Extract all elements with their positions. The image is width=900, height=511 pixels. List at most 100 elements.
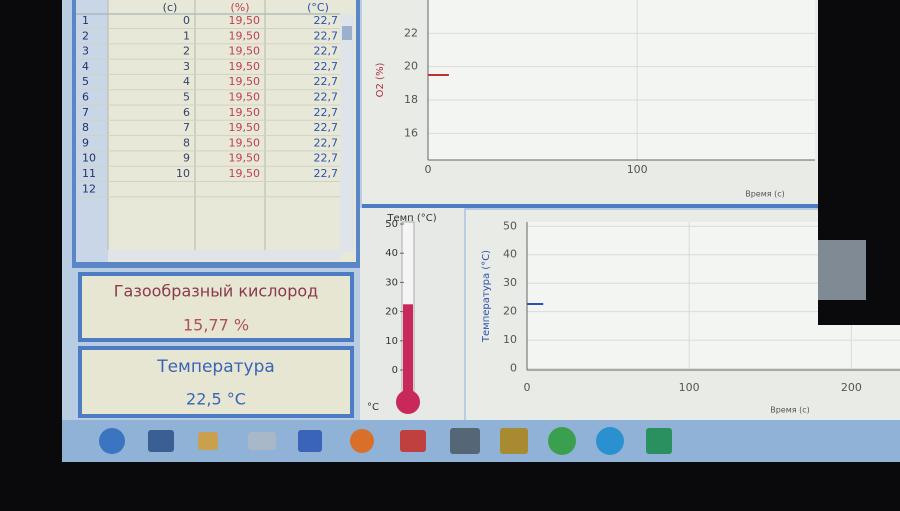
row-number: 4: [82, 60, 89, 73]
cell: 19,50: [229, 29, 261, 42]
row-number: 11: [82, 167, 96, 180]
row-number: 7: [82, 106, 89, 119]
y-tick-label: 50: [503, 219, 517, 232]
cell: 22,7: [314, 45, 339, 58]
row-number: 1: [82, 14, 89, 27]
x-tick-label: 0: [524, 381, 531, 394]
thermometer-tick-label: 40: [385, 248, 398, 259]
cell: 19,50: [229, 45, 261, 58]
temperature-title: Температура: [156, 357, 275, 377]
taskbar-icon[interactable]: [548, 427, 576, 455]
oxygen-panel: [82, 276, 350, 338]
cell: 19,50: [229, 91, 261, 104]
temperature-panel: [82, 350, 350, 414]
taskbar-icon[interactable]: [350, 429, 374, 453]
y-tick-label: 40: [503, 248, 517, 261]
y-tick-label: 18: [404, 93, 418, 106]
row-number: 12: [82, 182, 96, 195]
thermometer-tick-label: 20: [385, 307, 398, 318]
y-tick-label: 16: [404, 126, 418, 139]
cell: 10: [176, 167, 190, 180]
row-number: 9: [82, 136, 89, 149]
cell: 5: [183, 91, 190, 104]
cell: 8: [183, 136, 190, 149]
cell: 22,7: [314, 106, 339, 119]
temperature-value: 22,5 °C: [186, 390, 246, 409]
y-axis-label: Температура (°C): [481, 250, 492, 343]
cell: 19,50: [229, 60, 261, 73]
cell: 19,50: [229, 136, 261, 149]
x-axis-label: Время (с): [770, 406, 810, 415]
row-number: 2: [82, 29, 89, 42]
cell: 9: [183, 152, 190, 165]
cell: 22,7: [314, 152, 339, 165]
column-header: (%): [230, 1, 249, 14]
y-tick-label: 10: [503, 333, 517, 346]
x-tick-label: 100: [679, 381, 700, 394]
taskbar-icon[interactable]: [148, 430, 174, 452]
chart-1-border: [362, 204, 818, 208]
cell: 22,7: [314, 136, 339, 149]
cell: 4: [183, 75, 190, 88]
thermometer-tick-label: 10: [385, 336, 398, 347]
x-axis-label: Время (с): [745, 190, 785, 199]
thermometer-tick-label: 30: [385, 277, 398, 288]
cell: 2: [183, 45, 190, 58]
h-scrollbar[interactable]: [108, 250, 340, 260]
taskbar-icon[interactable]: [198, 432, 218, 450]
y-tick-label: 22: [404, 26, 418, 39]
scrollbar[interactable]: [340, 14, 354, 252]
cell: 19,50: [229, 121, 261, 134]
cell: 6: [183, 106, 190, 119]
y-tick-label: 0: [510, 362, 517, 375]
cell: 19,50: [229, 75, 261, 88]
row-number: 5: [82, 75, 89, 88]
thermometer-fill: [403, 304, 413, 396]
cell: 1: [183, 29, 190, 42]
column-header: (с): [163, 1, 178, 14]
cell: 22,7: [314, 121, 339, 134]
cell: 19,50: [229, 167, 261, 180]
cell: 0: [183, 14, 190, 27]
cell: 19,50: [229, 106, 261, 119]
y-tick-label: 20: [404, 60, 418, 73]
row-number: 10: [82, 152, 96, 165]
cell: 7: [183, 121, 190, 134]
thermometer-unit: °C: [367, 402, 379, 413]
scroll-thumb[interactable]: [342, 26, 352, 40]
cell: 22,7: [314, 29, 339, 42]
taskbar: [62, 420, 900, 462]
cell: 22,7: [314, 60, 339, 73]
taskbar-icon[interactable]: [400, 430, 426, 452]
row-number: 6: [82, 91, 89, 104]
cell: 22,7: [314, 14, 339, 27]
cell: 22,7: [314, 91, 339, 104]
taskbar-icon[interactable]: [646, 428, 672, 454]
taskbar-icon[interactable]: [596, 427, 624, 455]
column-header: (°C): [307, 1, 329, 14]
cell: 19,50: [229, 152, 261, 165]
taskbar-icon[interactable]: [450, 428, 480, 454]
thermometer-tick-label: 0: [392, 365, 398, 376]
taskbar-icon[interactable]: [500, 428, 528, 454]
thermometer-tick-label: 50: [385, 219, 398, 230]
cell: 22,7: [314, 75, 339, 88]
thermometer-bulb: [396, 390, 420, 414]
occluder-shade: [818, 240, 866, 300]
cell: 3: [183, 60, 190, 73]
y-tick-label: 20: [503, 305, 517, 318]
taskbar-icon[interactable]: [298, 430, 322, 452]
start-button[interactable]: [99, 428, 125, 454]
x-tick-label: 0: [425, 163, 432, 176]
row-number: 8: [82, 121, 89, 134]
x-tick-label: 100: [627, 163, 648, 176]
taskbar-icon[interactable]: [248, 432, 276, 450]
cell: 22,7: [314, 167, 339, 180]
row-number: 3: [82, 45, 89, 58]
y-tick-label: 30: [503, 276, 517, 289]
x-tick-label: 200: [841, 381, 862, 394]
plot-area: [428, 0, 815, 160]
row-header-column: [76, 0, 108, 262]
